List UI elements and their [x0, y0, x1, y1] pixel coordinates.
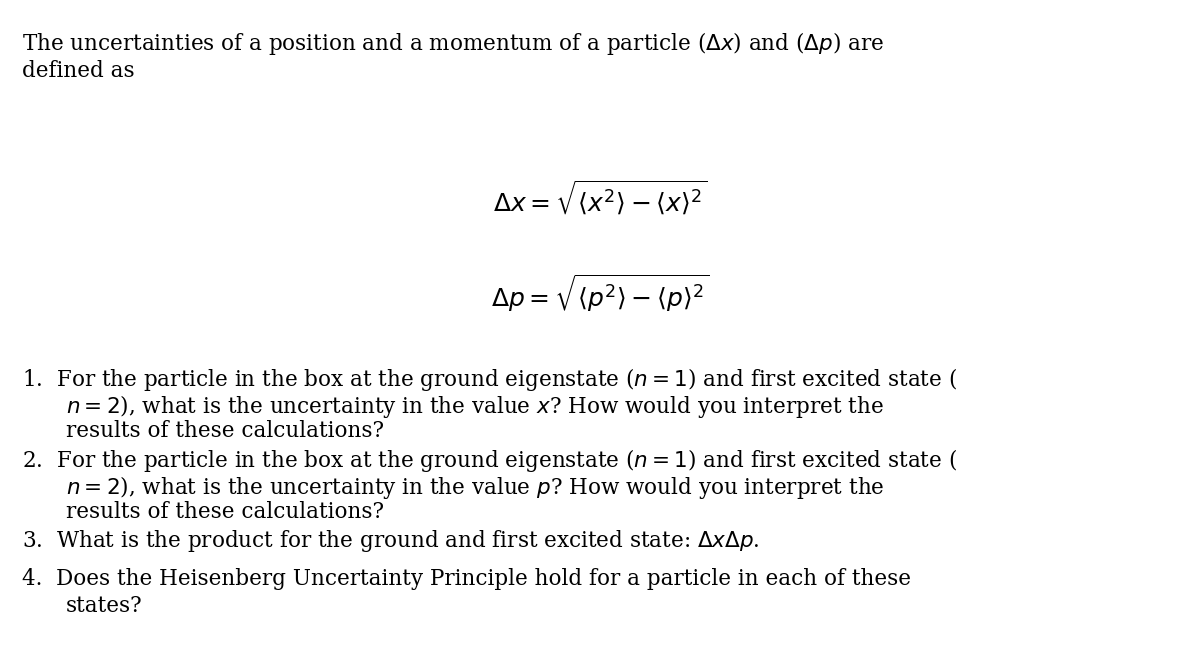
- Text: 4.  Does the Heisenberg Uncertainty Principle hold for a particle in each of the: 4. Does the Heisenberg Uncertainty Princ…: [22, 568, 911, 590]
- Text: results of these calculations?: results of these calculations?: [66, 501, 384, 523]
- Text: 2.  For the particle in the box at the ground eigenstate ($n = 1$) and first exc: 2. For the particle in the box at the gr…: [22, 447, 956, 474]
- Text: states?: states?: [66, 595, 143, 617]
- Text: 3.  What is the product for the ground and first excited state: $\Delta x \Delta: 3. What is the product for the ground an…: [22, 528, 760, 554]
- Text: defined as: defined as: [22, 60, 134, 83]
- Text: The uncertainties of a position and a momentum of a particle ($\Delta x$) and ($: The uncertainties of a position and a mo…: [22, 30, 883, 57]
- Text: $\Delta p = \sqrt{\langle p^2 \rangle - \langle p \rangle^2}$: $\Delta p = \sqrt{\langle p^2 \rangle - …: [491, 272, 709, 314]
- Text: $n = 2$), what is the uncertainty in the value $x$? How would you interpret the: $n = 2$), what is the uncertainty in the…: [66, 393, 883, 420]
- Text: results of these calculations?: results of these calculations?: [66, 420, 384, 442]
- Text: $\Delta x = \sqrt{\langle x^2 \rangle - \langle x \rangle^2}$: $\Delta x = \sqrt{\langle x^2 \rangle - …: [493, 178, 707, 217]
- Text: $n = 2$), what is the uncertainty in the value $p$? How would you interpret the: $n = 2$), what is the uncertainty in the…: [66, 474, 884, 501]
- Text: 1.  For the particle in the box at the ground eigenstate ($n = 1$) and first exc: 1. For the particle in the box at the gr…: [22, 366, 956, 393]
